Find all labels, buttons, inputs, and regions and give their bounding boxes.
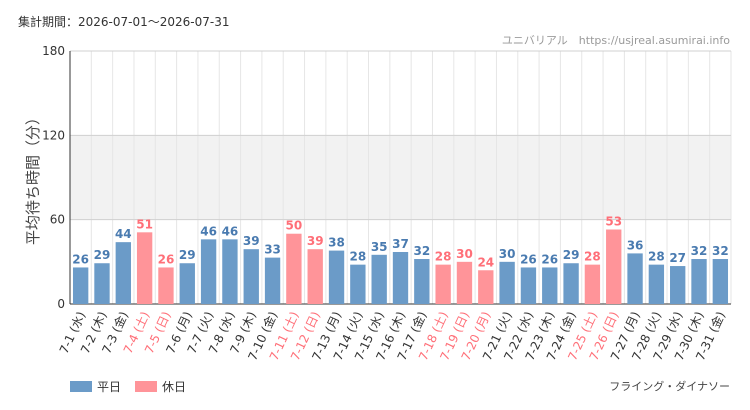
y-axis-title: 平均待ち時間（分） [24, 110, 42, 245]
bar [520, 267, 537, 304]
bar-value-label: 26 [72, 252, 89, 266]
bar [136, 232, 153, 304]
bar-value-label: 26 [158, 252, 175, 266]
bar-value-label: 29 [94, 248, 111, 262]
bar-value-label: 28 [350, 250, 367, 264]
bar [478, 270, 494, 304]
bar [435, 264, 451, 304]
bar-value-label: 39 [243, 234, 260, 248]
bar-value-label: 53 [605, 215, 622, 229]
bar-value-label: 24 [477, 255, 494, 269]
bar-value-label: 44 [115, 227, 132, 241]
y-tick-label: 60 [50, 213, 65, 227]
bar [563, 263, 579, 304]
period-label: 集計期間：2026-07-01～2026-07-31 [18, 15, 230, 29]
source-label: ユニバリアル https://usjreal.asumirai.info [501, 34, 730, 47]
bar [94, 263, 110, 304]
bar [328, 250, 345, 304]
bar-value-label: 26 [520, 252, 537, 266]
bar [542, 267, 558, 304]
bar-value-label: 38 [328, 236, 345, 250]
bar-value-label: 35 [371, 240, 388, 254]
bar-value-label: 33 [264, 243, 281, 257]
bar-value-label: 37 [392, 237, 409, 251]
bar [158, 267, 174, 304]
legend-label-weekday: 平日 [97, 380, 122, 394]
bar [691, 259, 707, 304]
bar-value-label: 27 [669, 251, 686, 265]
bar-value-label: 32 [413, 244, 430, 258]
bar-value-label: 50 [286, 219, 303, 233]
bar [179, 263, 195, 304]
legend: 平日 休日 [70, 378, 186, 395]
legend-swatch-weekday [70, 381, 92, 392]
bar [392, 251, 409, 304]
bar-value-label: 28 [648, 250, 665, 264]
bar [606, 229, 622, 304]
legend-item-weekday: 平日 [70, 378, 121, 395]
bar-value-label: 28 [435, 250, 452, 264]
bar [712, 259, 729, 304]
bar [286, 233, 302, 304]
bar [243, 249, 259, 304]
bar [264, 257, 281, 304]
bar-value-label: 51 [136, 217, 153, 231]
bar-value-label: 46 [222, 224, 239, 238]
bar [350, 264, 366, 304]
bar-value-label: 30 [456, 247, 473, 261]
y-tick-label: 0 [57, 297, 65, 311]
bar [456, 261, 473, 304]
bar-value-label: 32 [691, 244, 708, 258]
attraction-name: フライング・ダイナソー [609, 380, 730, 393]
bar-value-label: 30 [499, 247, 516, 261]
bar [670, 266, 686, 304]
legend-label-holiday: 休日 [162, 380, 187, 394]
bar [499, 261, 515, 304]
bar [72, 267, 89, 304]
bar [222, 239, 238, 304]
bar-value-label: 39 [307, 234, 324, 248]
bar-value-label: 29 [179, 248, 196, 262]
bar [584, 264, 601, 304]
shaded-band [70, 135, 731, 220]
y-tick-label: 120 [42, 128, 65, 142]
bar-value-label: 46 [200, 224, 217, 238]
bar [371, 254, 387, 304]
bar [414, 259, 430, 304]
bar-value-label: 32 [712, 244, 729, 258]
bar [648, 264, 665, 304]
bar [115, 242, 131, 304]
bar-value-label: 28 [584, 250, 601, 264]
bar-value-label: 29 [563, 248, 580, 262]
bar-value-label: 36 [627, 238, 644, 252]
legend-swatch-holiday [135, 381, 158, 392]
bar [627, 253, 643, 304]
bar-value-label: 26 [541, 252, 558, 266]
y-tick-label: 180 [42, 44, 65, 58]
legend-item-holiday: 休日 [135, 378, 186, 395]
bar [307, 249, 323, 304]
bar [200, 239, 217, 304]
